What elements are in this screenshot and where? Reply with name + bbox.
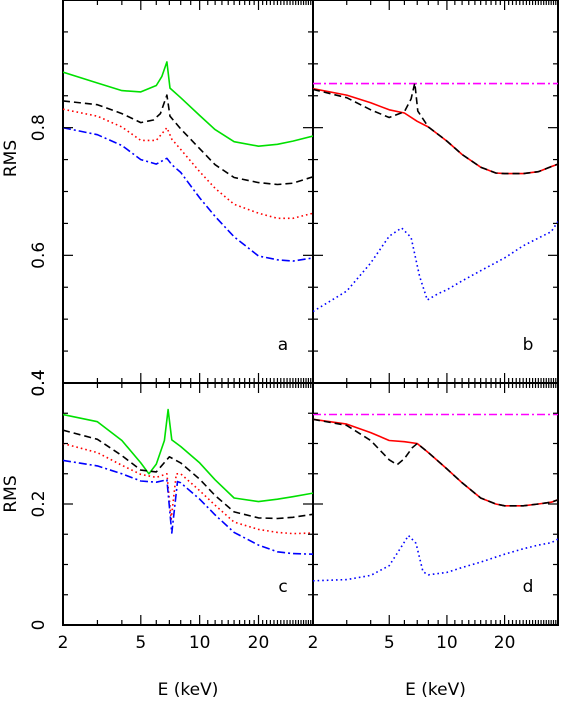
panel-d-xlabel: E (keV) [405, 680, 466, 700]
panel-a-ytick-label: 0.6 [29, 242, 49, 269]
panel-d-series-3 [313, 534, 558, 582]
panel-c-ytick-label: 0.4 [29, 369, 49, 396]
panel-c-ytick-label: 0 [29, 620, 49, 631]
curves [63, 61, 558, 582]
panel-a-series-1 [63, 94, 313, 186]
panel-a-ylabel: RMS [1, 140, 21, 177]
panel-c-frame [62, 382, 314, 626]
panel-b-series-1 [313, 87, 558, 175]
panel-c-xtick-label: 5 [135, 633, 146, 653]
panel-a-ytick-label: 0.4 [29, 369, 49, 396]
panel-a-frame [62, 0, 314, 384]
panel-c-series-3 [63, 459, 313, 555]
panel-c-ytick-label: 0.2 [29, 490, 49, 517]
panel-b-letter: b [523, 335, 534, 355]
panel-a-series-0 [63, 61, 313, 147]
panel-b-frame [312, 0, 559, 384]
panel-c-xtick-label: 20 [248, 633, 270, 653]
panel-frames [62, 0, 559, 626]
panel-c-series-0 [63, 408, 313, 503]
panel-c-xtick-label: 10 [189, 633, 211, 653]
panel-c-ylabel: RMS [1, 475, 21, 512]
panel-b-series-2 [313, 82, 558, 175]
panel-d-letter: d [523, 577, 534, 597]
panel-d-series-1 [313, 418, 558, 507]
panel-b-series-3 [313, 221, 558, 313]
panel-d-xtick-label: 2 [308, 633, 319, 653]
panel-c-series-1 [63, 429, 313, 520]
panel-a-series-2 [63, 108, 313, 220]
panel-a-letter: a [278, 335, 288, 355]
ticks [63, 0, 558, 625]
panel-c-letter: c [278, 577, 287, 597]
panel-d-xtick-label: 10 [436, 633, 458, 653]
panel-c-xlabel: E (keV) [158, 680, 219, 700]
panel-d-frame [312, 382, 559, 626]
panel-a-series-3 [63, 126, 313, 262]
panel-d-xtick-label: 5 [384, 633, 395, 653]
panel-d-xtick-label: 20 [494, 633, 516, 653]
panel-d-series-2 [313, 418, 558, 507]
panel-c-xtick-label: 2 [58, 633, 69, 653]
panel-c-series-2 [63, 442, 313, 535]
panel-a-ytick-label: 0.8 [29, 114, 49, 141]
